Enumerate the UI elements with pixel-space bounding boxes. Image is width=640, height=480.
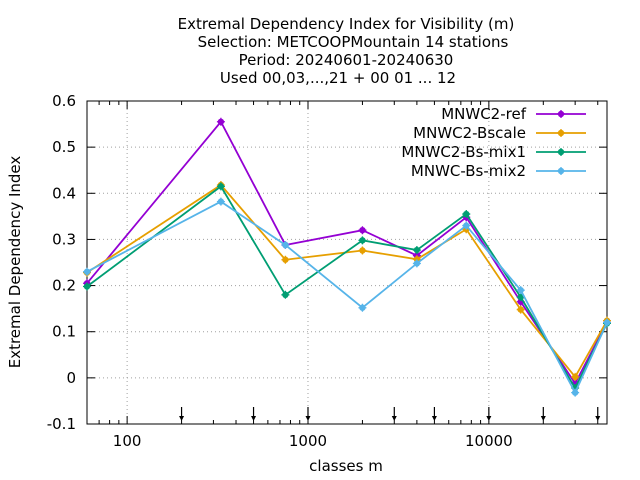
data-point-cross [462, 221, 471, 230]
class-marker-arrowhead [305, 416, 311, 421]
class-marker-arrowhead [540, 416, 546, 421]
class-marker-arrowhead [251, 416, 257, 421]
x-tick-label: 1000 [289, 432, 327, 450]
y-tick-label: 0.3 [52, 230, 76, 248]
legend-label: MNWC2-Bs-mix1 [401, 143, 526, 161]
class-marker-arrowhead [391, 416, 397, 421]
data-point-cross [557, 110, 565, 118]
data-point-cross [412, 259, 421, 268]
data-point-cross [557, 167, 565, 175]
y-tick-label: 0.6 [52, 92, 76, 110]
y-axis-label: Extremal Dependency Index [6, 156, 24, 369]
data-point-cross [281, 240, 290, 249]
data-point-cross [557, 148, 565, 156]
class-marker-arrowhead [595, 416, 601, 421]
data-point-cross [216, 117, 225, 126]
x-axis-label: classes m [309, 457, 383, 475]
data-point-cross [516, 286, 525, 295]
x-tick-label: 100 [113, 432, 142, 450]
data-point-cross [412, 246, 421, 255]
series-line [86, 183, 608, 379]
data-point-cross [516, 305, 525, 314]
series-line [86, 185, 608, 390]
series-mnwc-bs-mix2 [83, 197, 611, 397]
data-point-cross [281, 290, 290, 299]
data-point-cross [216, 182, 225, 191]
series-mnwc2-bscale [83, 180, 611, 381]
series [83, 117, 611, 397]
series-mnwc2-bs-mix1 [83, 182, 611, 393]
title-line: Used 00,03,...,21 + 00 01 ... 12 [220, 69, 456, 87]
data-point-cross [603, 318, 611, 327]
data-point-cross [557, 129, 565, 137]
title-line: Extremal Dependency Index for Visibility… [178, 15, 515, 33]
data-point-cross [571, 372, 580, 381]
title-line: Period: 20240601-20240630 [239, 51, 454, 69]
data-point-cross [462, 210, 471, 219]
data-point-cross [281, 255, 290, 264]
legend: MNWC2-refMNWC2-BscaleMNWC2-Bs-mix1MNWC-B… [401, 105, 586, 180]
class-markers [179, 407, 601, 421]
data-point-cross [358, 303, 367, 312]
data-point-cross [571, 388, 580, 397]
class-marker-arrowhead [431, 416, 437, 421]
y-tick-label: 0.2 [52, 277, 76, 295]
plot-frame [86, 100, 608, 425]
data-point-cross [216, 197, 225, 206]
title-line: Selection: METCOOPMountain 14 stations [198, 33, 509, 51]
x-tick-label: 10000 [465, 432, 513, 450]
y-tick-label: 0.5 [52, 138, 76, 156]
chart-title: Extremal Dependency Index for Visibility… [178, 15, 515, 87]
y-tick-label: 0.1 [52, 323, 76, 341]
y-tick-label: 0 [66, 369, 76, 387]
class-marker-arrowhead [179, 416, 185, 421]
y-tick-label: -0.1 [47, 415, 76, 433]
data-point-cross [358, 236, 367, 245]
legend-label: MNWC2-Bscale [413, 124, 526, 142]
legend-label: MNWC2-ref [441, 105, 526, 123]
data-point-cross [358, 246, 367, 255]
data-point-cross [83, 267, 91, 276]
series-line [86, 200, 608, 395]
legend-label: MNWC-Bs-mix2 [411, 162, 526, 180]
grid [87, 101, 607, 424]
data-point-cross [358, 226, 367, 235]
y-axis: -0.1 0 0.1 0.2 0.3 0.4 0.5 0.6 [47, 92, 607, 433]
data-point-cross [83, 282, 91, 291]
class-marker-arrowhead [486, 416, 492, 421]
y-tick-label: 0.4 [52, 184, 76, 202]
